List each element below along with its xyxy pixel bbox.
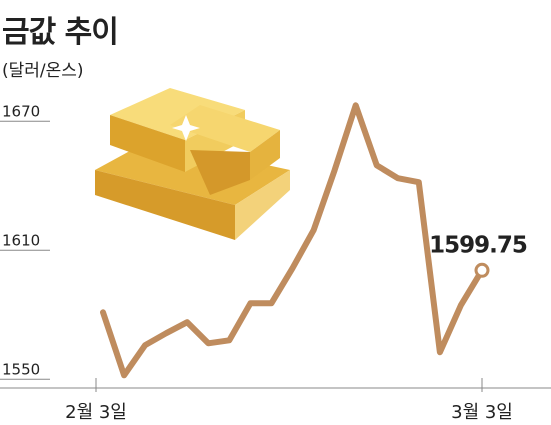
price-line	[100, 102, 485, 379]
chart-title: 금값 추이	[2, 15, 118, 50]
y-tick-label: 1550	[2, 360, 40, 378]
last-value-label: 1599.75	[429, 232, 527, 258]
x-tick-label: 3월 3일	[451, 402, 513, 423]
x-tick-label: 2월 3일	[65, 402, 127, 423]
last-point	[474, 262, 490, 278]
y-tick-label: 1610	[2, 231, 40, 249]
y-tick-label: 1670	[2, 102, 40, 120]
gold-bars-illustration	[95, 88, 290, 240]
chart-subtitle: (달러/온스)	[2, 61, 84, 81]
